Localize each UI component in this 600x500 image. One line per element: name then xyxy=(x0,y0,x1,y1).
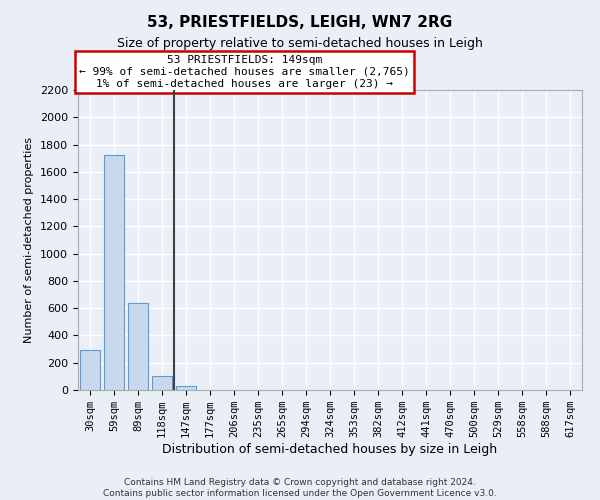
Y-axis label: Number of semi-detached properties: Number of semi-detached properties xyxy=(25,137,34,343)
Text: Contains HM Land Registry data © Crown copyright and database right 2024.
Contai: Contains HM Land Registry data © Crown c… xyxy=(103,478,497,498)
Bar xyxy=(152,376,172,390)
Text: Size of property relative to semi-detached houses in Leigh: Size of property relative to semi-detach… xyxy=(117,38,483,51)
Text: 53 PRIESTFIELDS: 149sqm
← 99% of semi-detached houses are smaller (2,765)
1% of : 53 PRIESTFIELDS: 149sqm ← 99% of semi-de… xyxy=(79,56,410,88)
Bar xyxy=(128,302,148,390)
Bar xyxy=(104,156,124,390)
Bar xyxy=(80,350,100,390)
Text: 53, PRIESTFIELDS, LEIGH, WN7 2RG: 53, PRIESTFIELDS, LEIGH, WN7 2RG xyxy=(148,15,452,30)
X-axis label: Distribution of semi-detached houses by size in Leigh: Distribution of semi-detached houses by … xyxy=(163,443,497,456)
Bar xyxy=(176,386,196,390)
